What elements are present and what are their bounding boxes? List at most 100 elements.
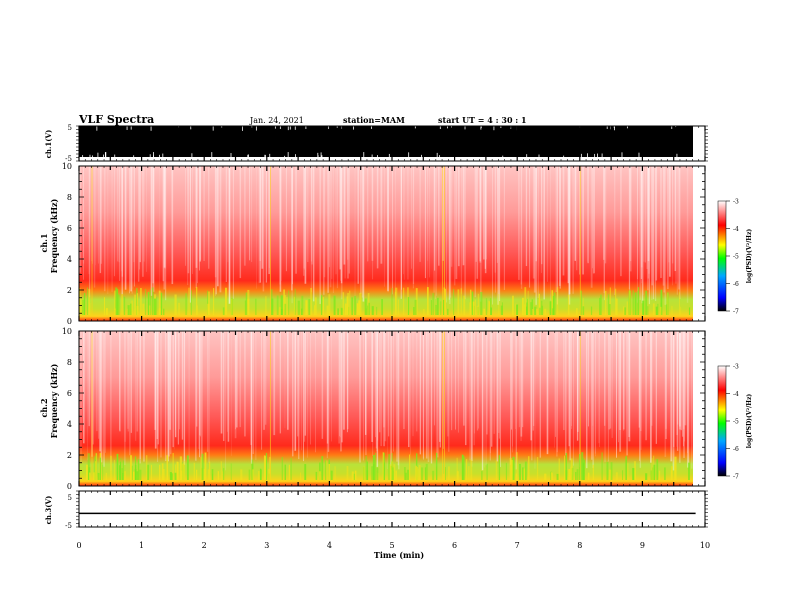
spectrogram-burst <box>524 287 527 315</box>
spectrogram-burst <box>523 468 525 480</box>
spectrogram-burst <box>637 290 639 315</box>
spectrogram-burst <box>156 296 158 315</box>
waveform-spike <box>638 152 640 157</box>
spectrogram-burst <box>424 467 427 480</box>
spectrogram-streak <box>604 331 606 462</box>
spectrogram-streak <box>181 331 184 440</box>
spectrogram-burst <box>505 462 508 480</box>
spectrogram-burst <box>319 471 321 480</box>
spectrogram-streak <box>541 166 542 273</box>
spectrogram-burst <box>340 307 343 315</box>
spectrogram-streak <box>346 331 348 433</box>
spectrogram-burst <box>610 462 613 480</box>
spectrogram-burst <box>536 308 538 315</box>
spectrogram-burst <box>328 294 331 315</box>
spectrogram-streak <box>484 166 486 269</box>
spectrogram-burst <box>393 464 396 480</box>
spectrogram-streak <box>539 331 541 458</box>
spectrogram-burst <box>140 287 142 315</box>
spectrogram-streak <box>255 331 257 461</box>
spectrogram-burst <box>615 298 618 315</box>
spectrogram-burst <box>163 308 165 315</box>
spectrogram-streak <box>169 331 171 430</box>
spectrogram-burst <box>136 293 138 315</box>
spectrogram-burst <box>170 473 174 480</box>
waveform-spike <box>289 126 291 130</box>
spectrogram-burst <box>365 308 367 315</box>
spectrogram-streak <box>183 331 186 465</box>
spectrogram-streak <box>136 331 139 432</box>
spectrogram-streak <box>303 166 305 269</box>
spectrogram-burst <box>146 455 148 480</box>
spectrogram-streak <box>683 331 685 458</box>
spectrogram-burst <box>95 461 97 480</box>
spectrogram-streak <box>250 331 252 445</box>
spectrogram-streak <box>196 331 198 427</box>
spectrogram-burst <box>221 471 223 480</box>
waveform-spike <box>295 154 296 157</box>
spectrogram-streak <box>159 166 161 293</box>
spectrogram-burst <box>456 457 458 480</box>
spectrogram-streak <box>447 331 449 437</box>
spectrogram-streak <box>559 166 561 289</box>
x-tick-label: 9 <box>640 541 645 550</box>
spectrogram-burst <box>534 306 537 315</box>
spectrogram-burst <box>365 455 367 480</box>
spectrogram-burst <box>582 462 585 480</box>
waveform-spike <box>149 154 151 157</box>
waveform-spike <box>264 154 266 157</box>
spectrogram-burst <box>326 305 329 315</box>
spectrogram-burst <box>660 306 662 315</box>
spectrogram-streak <box>160 331 162 458</box>
spectrogram-burst <box>351 471 354 480</box>
spectrogram-streak <box>340 166 343 284</box>
spectrogram-burst <box>637 287 640 315</box>
spectrogram-burst <box>592 464 594 480</box>
spectrogram-burst <box>660 289 663 315</box>
spectrogram-streak <box>647 166 649 279</box>
spectrogram-streak <box>376 331 378 467</box>
spectrogram-streak <box>188 331 190 460</box>
spectrogram-streak <box>124 331 126 465</box>
waveform-spike <box>587 153 588 157</box>
spectrogram-burst <box>196 305 198 315</box>
spectrogram-burst <box>623 306 625 315</box>
spectrogram-burst <box>288 290 290 315</box>
spectrogram-streak <box>303 331 304 462</box>
spectrogram-streak <box>571 331 572 429</box>
spectrogram-burst <box>674 456 677 480</box>
panel-ch1-spectrogram: 0 2 4 6 8 10 ch.1 Frequency (kHz) <box>39 162 706 326</box>
spectrogram-burst <box>576 308 578 315</box>
spectrogram-streak <box>220 331 223 434</box>
spectrogram-burst <box>126 308 128 315</box>
spectrogram-streak <box>590 166 593 288</box>
spectrogram-streak <box>259 166 262 283</box>
spectrogram-streak <box>463 331 465 426</box>
spectrogram-streak <box>199 331 201 436</box>
spectrogram-streak <box>157 331 160 445</box>
spectrogram-streak <box>438 166 440 266</box>
spectrogram-streak <box>104 166 106 292</box>
spectrogram-streak <box>359 331 361 463</box>
spectrogram-burst <box>606 462 609 480</box>
x-tick-label: 8 <box>577 541 582 550</box>
spectrogram-streak <box>199 166 200 271</box>
spectrogram-streak <box>168 331 170 457</box>
spectrogram-streak <box>629 166 631 298</box>
spectrogram-streak <box>142 166 144 277</box>
spectrogram-streak <box>298 331 300 460</box>
spectrogram-streak <box>614 166 616 295</box>
spectrogram-streak <box>297 331 299 437</box>
spectrogram-burst <box>651 458 653 480</box>
spectrogram-burst <box>248 469 251 480</box>
spectrogram-streak <box>336 166 338 289</box>
spectrogram-burst <box>416 467 419 480</box>
spectrogram-burst <box>220 461 222 480</box>
spectrogram-burst <box>314 305 316 315</box>
spectrogram-streak <box>636 166 638 303</box>
y-tick-label: 0 <box>67 482 72 491</box>
spectrogram-spheric <box>91 331 93 480</box>
y-tick-label: 8 <box>67 358 72 367</box>
spectrogram-streak <box>665 331 667 429</box>
spectrogram-streak <box>474 166 476 298</box>
